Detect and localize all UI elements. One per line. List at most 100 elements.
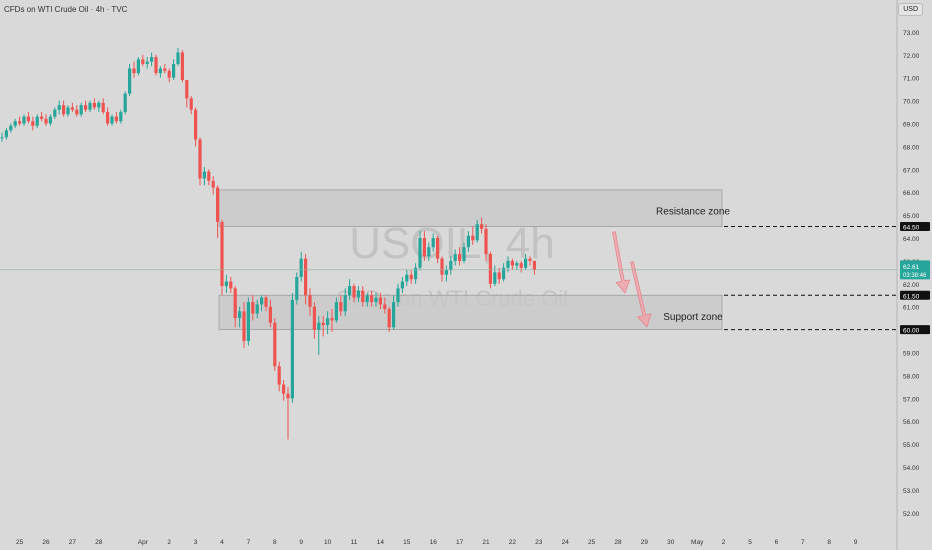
candle[interactable] [13,121,17,126]
candle[interactable] [436,238,440,259]
candle[interactable] [312,306,316,330]
candle[interactable] [387,309,391,328]
candle[interactable] [123,93,127,113]
candle[interactable] [339,302,343,312]
candle[interactable] [88,102,92,110]
candle[interactable] [53,109,57,117]
candle[interactable] [9,125,13,131]
candle[interactable] [268,306,272,323]
candle[interactable] [207,171,211,181]
candle[interactable] [202,171,206,179]
currency-button[interactable]: USD [898,3,923,16]
candle[interactable] [330,318,334,321]
candle[interactable] [484,228,488,255]
candle[interactable] [348,286,352,296]
candle[interactable] [185,79,189,99]
candle[interactable] [334,302,338,321]
candle[interactable] [40,116,44,119]
candle[interactable] [4,130,8,138]
candle[interactable] [480,224,484,229]
candle[interactable] [409,274,413,280]
candle[interactable] [515,263,519,266]
candle[interactable] [150,57,154,62]
candle[interactable] [92,102,96,108]
candle[interactable] [453,254,457,261]
candle[interactable] [119,112,123,122]
candle[interactable] [286,393,290,399]
candle[interactable] [229,281,233,289]
candle[interactable] [189,98,193,110]
candle[interactable] [194,109,198,140]
candle[interactable] [163,68,167,71]
candle[interactable] [180,52,184,80]
candle[interactable] [321,322,325,326]
candle[interactable] [176,52,180,64]
candle[interactable] [444,270,448,275]
candle[interactable] [282,384,286,394]
candle[interactable] [471,235,475,241]
candle[interactable] [136,59,140,74]
candle[interactable] [370,295,374,303]
candle[interactable] [493,272,497,284]
candle[interactable] [431,238,435,248]
candle[interactable] [238,311,242,319]
candle[interactable] [128,68,132,94]
candle[interactable] [383,304,387,309]
candle[interactable] [35,116,39,126]
candle[interactable] [392,302,396,328]
candle[interactable] [97,102,101,108]
candle[interactable] [317,322,321,330]
candle[interactable] [158,68,162,74]
candle[interactable] [396,288,400,303]
candle[interactable] [62,105,66,115]
candle[interactable] [154,57,158,74]
candle[interactable] [211,180,215,188]
candle[interactable] [26,116,30,122]
candle[interactable] [497,272,501,280]
candle[interactable] [440,258,444,275]
candle[interactable] [361,290,365,303]
candle[interactable] [422,238,426,257]
candle[interactable] [110,116,114,124]
candle[interactable] [356,290,360,298]
candle[interactable] [374,297,378,303]
candle[interactable] [75,109,79,115]
candle[interactable] [414,267,418,280]
candle[interactable] [106,112,110,124]
candle[interactable] [246,302,250,342]
candle[interactable] [101,102,105,113]
candle[interactable] [308,295,312,307]
candle[interactable] [277,366,281,385]
candle[interactable] [365,295,369,303]
candle[interactable] [48,116,52,124]
candle[interactable] [242,311,246,342]
candle[interactable] [216,187,220,222]
candle[interactable] [145,61,149,64]
candle[interactable] [0,137,4,139]
candle[interactable] [466,235,470,248]
candle[interactable] [84,105,88,110]
candle[interactable] [427,247,431,257]
candle[interactable] [132,68,136,74]
candle[interactable] [167,70,171,78]
candle[interactable] [290,299,294,399]
candle[interactable] [299,258,303,277]
candle[interactable] [528,258,532,261]
candle[interactable] [260,297,264,305]
candle[interactable] [449,260,453,271]
candle[interactable] [519,263,523,268]
candle[interactable] [532,260,536,270]
candle[interactable] [378,297,382,305]
candle[interactable] [304,258,308,296]
candle[interactable] [343,295,347,312]
candle[interactable] [114,116,118,122]
candle[interactable] [488,254,492,284]
candle[interactable] [172,63,176,78]
candle[interactable] [251,302,255,314]
candle[interactable] [475,224,479,241]
candle[interactable] [18,121,22,124]
candle[interactable] [510,260,514,266]
candle[interactable] [273,322,277,367]
candle[interactable] [141,59,145,64]
